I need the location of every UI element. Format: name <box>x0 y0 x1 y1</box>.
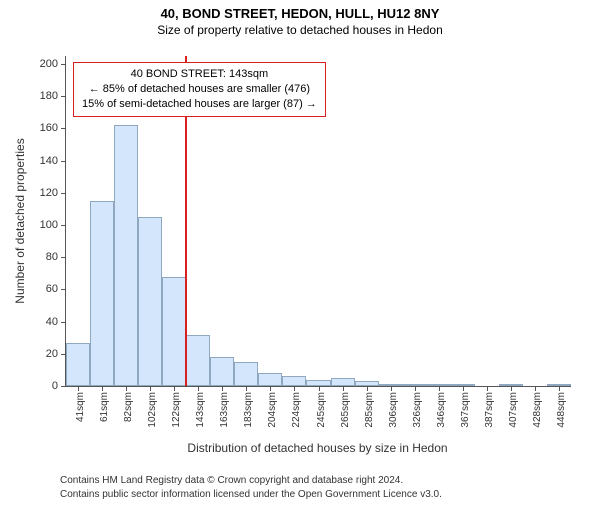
xtick-label: 428sqm <box>532 392 543 428</box>
xtick-line <box>270 386 271 391</box>
xtick-label: 346sqm <box>436 392 447 428</box>
xtick-line <box>391 386 392 391</box>
y-axis-label: Number of detached properties <box>13 138 27 303</box>
property-info-box: 40 BOND STREET: 143sqm ← 85% of detached… <box>73 62 326 117</box>
xtick-line <box>294 386 295 391</box>
histogram-bar <box>90 201 114 386</box>
xtick-line <box>463 386 464 391</box>
xtick-label: 367sqm <box>460 392 471 428</box>
ytick-label: 40 <box>46 316 66 328</box>
xtick-label: 448sqm <box>556 392 567 428</box>
histogram-bar <box>186 335 210 387</box>
ytick-label: 180 <box>40 90 66 102</box>
histogram-bar <box>331 378 355 386</box>
ytick-label: 140 <box>40 155 66 167</box>
ytick-label: 60 <box>46 283 66 295</box>
xtick-line <box>559 386 560 391</box>
ytick-label: 80 <box>46 251 66 263</box>
info-line-1: 40 BOND STREET: 143sqm <box>82 67 317 82</box>
xtick-label: 245sqm <box>316 392 327 428</box>
xtick-line <box>102 386 103 391</box>
info-line-3: 15% of semi-detached houses are larger (… <box>82 97 317 112</box>
xtick-line <box>126 386 127 391</box>
xtick-label: 183sqm <box>243 392 254 428</box>
xtick-label: 265sqm <box>340 392 351 428</box>
xtick-label: 122sqm <box>171 392 182 428</box>
ytick-label: 20 <box>46 348 66 360</box>
histogram-bar <box>210 357 234 386</box>
xtick-label: 326sqm <box>412 392 423 428</box>
xtick-line <box>246 386 247 391</box>
page-subtitle: Size of property relative to detached ho… <box>0 23 600 37</box>
histogram-bar <box>234 362 258 386</box>
ytick-label: 200 <box>40 58 66 70</box>
histogram-bar <box>258 373 282 386</box>
xtick-line <box>343 386 344 391</box>
xtick-line <box>319 386 320 391</box>
ytick-label: 160 <box>40 122 66 134</box>
ytick-label: 100 <box>40 219 66 231</box>
xtick-label: 285sqm <box>364 392 375 428</box>
xtick-label: 224sqm <box>291 392 302 428</box>
ytick-label: 120 <box>40 187 66 199</box>
xtick-label: 163sqm <box>219 392 230 428</box>
xtick-label: 41sqm <box>75 392 86 422</box>
x-axis-label: Distribution of detached houses by size … <box>187 441 447 455</box>
footer-line-2: Contains public sector information licen… <box>60 489 442 500</box>
xtick-line <box>198 386 199 391</box>
xtick-label: 306sqm <box>388 392 399 428</box>
histogram-bar <box>138 217 162 386</box>
xtick-label: 204sqm <box>267 392 278 428</box>
ytick-label: 0 <box>52 380 66 392</box>
xtick-line <box>78 386 79 391</box>
xtick-line <box>415 386 416 391</box>
xtick-label: 387sqm <box>484 392 495 428</box>
footer-line-1: Contains HM Land Registry data © Crown c… <box>60 475 403 486</box>
xtick-label: 143sqm <box>195 392 206 428</box>
xtick-line <box>487 386 488 391</box>
histogram-bar <box>66 343 90 386</box>
xtick-line <box>535 386 536 391</box>
xtick-label: 102sqm <box>147 392 158 428</box>
page-title: 40, BOND STREET, HEDON, HULL, HU12 8NY <box>0 6 600 21</box>
histogram-bar <box>162 277 186 386</box>
xtick-line <box>150 386 151 391</box>
histogram-bar <box>282 376 306 386</box>
xtick-label: 407sqm <box>508 392 519 428</box>
xtick-label: 61sqm <box>99 392 110 422</box>
histogram-bar <box>114 125 138 386</box>
xtick-line <box>367 386 368 391</box>
info-line-2: ← 85% of detached houses are smaller (47… <box>82 82 317 97</box>
xtick-line <box>222 386 223 391</box>
xtick-line <box>174 386 175 391</box>
xtick-label: 82sqm <box>123 392 134 422</box>
xtick-line <box>439 386 440 391</box>
xtick-line <box>511 386 512 391</box>
